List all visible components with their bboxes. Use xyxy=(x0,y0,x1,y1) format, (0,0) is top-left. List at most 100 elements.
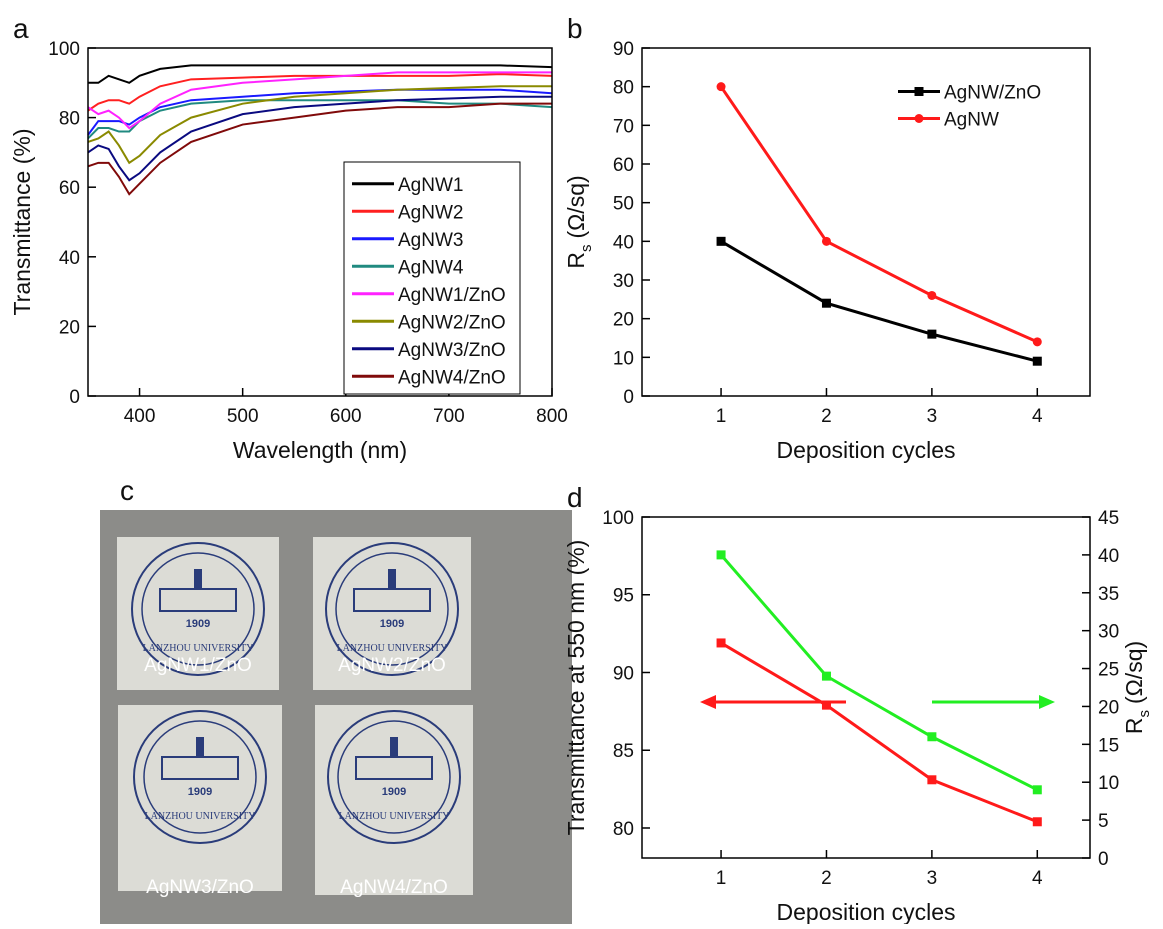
y-tick-label: 85 xyxy=(613,741,634,762)
marker xyxy=(1032,356,1042,366)
logo-tower xyxy=(390,737,398,757)
marker xyxy=(927,732,937,742)
y-tick-label: 100 xyxy=(602,508,634,529)
arrow-head xyxy=(1039,695,1055,709)
logo-tower xyxy=(388,569,396,589)
y-tick-label: 60 xyxy=(613,155,634,176)
x-axis-label: Deposition cycles xyxy=(777,437,956,463)
paper xyxy=(315,705,473,895)
logo-ring xyxy=(131,542,265,676)
y-axis-label: Transmittance (%) xyxy=(9,128,35,315)
y2-tick-label: 25 xyxy=(1098,660,1119,681)
x-tick-label: 400 xyxy=(124,406,156,427)
logo-tower xyxy=(194,569,202,589)
marker xyxy=(927,775,937,785)
y-tick-label: 90 xyxy=(613,663,634,684)
series-line xyxy=(87,85,552,165)
plot-frame xyxy=(641,516,1091,859)
series-line xyxy=(87,102,552,196)
label-unit: (Ω/sq) xyxy=(1121,641,1147,704)
marker xyxy=(1032,817,1042,827)
y-tick-label: 30 xyxy=(613,271,634,292)
logo-text: LANZHOU UNIVERSITY xyxy=(143,643,254,654)
legend-label: AgNW1/ZnO xyxy=(398,285,506,306)
legend-label: AgNW4/ZnO xyxy=(398,367,506,388)
logo-ring xyxy=(327,710,461,844)
marker xyxy=(716,82,726,92)
y-tick-label: 80 xyxy=(613,78,634,99)
x-axis-label: Deposition cycles xyxy=(777,899,956,924)
logo-year: 1909 xyxy=(186,618,210,630)
series-line xyxy=(87,95,552,182)
marker xyxy=(927,329,937,339)
y-tick-label: 100 xyxy=(48,39,80,60)
marker xyxy=(1032,785,1042,795)
y2-tick-label: 45 xyxy=(1098,508,1119,529)
series-line xyxy=(88,64,553,84)
y-tick-label: 40 xyxy=(613,232,634,253)
logo-year: 1909 xyxy=(382,786,406,798)
x-tick-label: 4 xyxy=(1032,406,1043,427)
y2-tick-label: 0 xyxy=(1098,849,1109,870)
legend-label: AgNW xyxy=(944,110,999,131)
panel-label: c xyxy=(120,475,134,506)
y-tick-label: 20 xyxy=(613,310,634,331)
y-tick-label: 90 xyxy=(613,39,634,60)
x-tick-label: 2 xyxy=(821,868,832,889)
x-axis-label: Wavelength (nm) xyxy=(233,437,407,463)
logo-ring xyxy=(337,720,451,834)
y2-tick-label: 5 xyxy=(1098,811,1109,832)
series-line xyxy=(87,71,552,130)
x-tick-label: 2 xyxy=(821,406,832,427)
x-tick-label: 1 xyxy=(716,406,727,427)
plot-frame xyxy=(87,47,553,397)
y2-tick-label: 10 xyxy=(1098,773,1119,794)
x-tick-label: 3 xyxy=(927,868,938,889)
logo-ring xyxy=(335,552,449,666)
y-tick-label: 20 xyxy=(59,317,80,338)
label-main: R xyxy=(563,252,589,269)
marker xyxy=(716,638,726,648)
marker xyxy=(716,550,726,560)
y-tick-label: 80 xyxy=(59,109,80,130)
photo-caption: AgNW4/ZnO xyxy=(340,877,448,898)
y-tick-label: 40 xyxy=(59,248,80,269)
series-line xyxy=(719,553,1038,792)
y-tick-label: 80 xyxy=(613,819,634,840)
y2-tick-label: 40 xyxy=(1098,546,1119,567)
y2-tick-label: 15 xyxy=(1098,735,1119,756)
logo-text: LANZHOU UNIVERSITY xyxy=(339,811,450,822)
legend-label: AgNW1 xyxy=(398,175,463,196)
panel-label: b xyxy=(567,13,583,44)
y2-tick-label: 35 xyxy=(1098,584,1119,605)
legend-label: AgNW4 xyxy=(398,257,464,278)
legend-label: AgNW3 xyxy=(398,230,463,251)
x-tick-label: 600 xyxy=(330,406,362,427)
series-line xyxy=(720,240,1038,363)
label-main: R xyxy=(1121,718,1147,735)
logo-ring xyxy=(141,552,255,666)
plot-frame xyxy=(641,47,1091,397)
y-axis-label: Rs (Ω/sq) xyxy=(1121,641,1153,734)
paper xyxy=(118,705,282,891)
label-sub: s xyxy=(1136,710,1153,718)
series-line xyxy=(87,99,553,140)
y-axis-label: Rs (Ω/sq) xyxy=(563,175,595,268)
series-line xyxy=(87,88,553,136)
x-tick-label: 700 xyxy=(433,406,465,427)
legend-marker xyxy=(914,87,924,96)
logo-tower xyxy=(196,737,204,757)
logo-year: 1909 xyxy=(380,618,404,630)
label-unit: (Ω/sq) xyxy=(563,175,589,238)
marker xyxy=(1032,337,1042,347)
logo-ring xyxy=(133,710,267,844)
y-tick-label: 50 xyxy=(613,194,634,215)
logo-ring xyxy=(143,720,257,834)
x-tick-label: 3 xyxy=(927,406,938,427)
series-line xyxy=(719,85,1038,344)
logo-year: 1909 xyxy=(188,786,212,798)
y-tick-label: 0 xyxy=(623,387,634,408)
label-main: Transmittance at 550 nm (%) xyxy=(563,540,589,836)
x-tick-label: 800 xyxy=(536,406,568,427)
